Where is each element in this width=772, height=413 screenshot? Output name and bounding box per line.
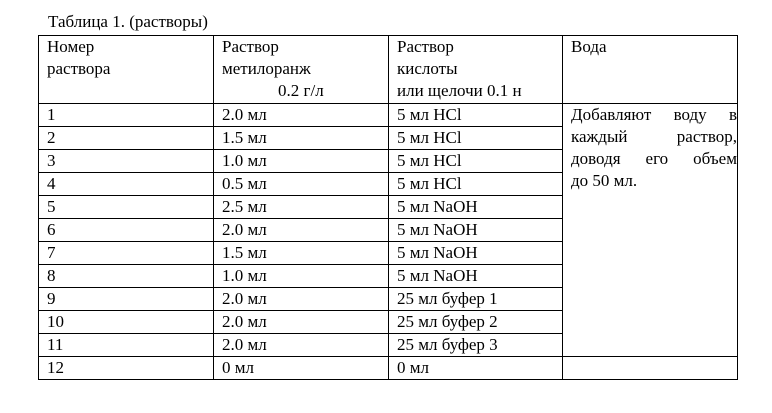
cell-reagent: 25 мл буфер 1 [388,287,563,311]
cell-number: 9 [38,287,214,311]
table-row: 9 2.0 мл 25 мл буфер 1 [38,287,738,311]
cell-number: 8 [38,264,214,288]
cell-number: 7 [38,241,214,265]
header-methyl-orange: Раствор метилоранж 0.2 г/л [213,35,389,104]
cell-methyl-orange: 1.0 мл [213,149,389,173]
cell-methyl-orange: 2.0 мл [213,310,389,334]
cell-number: 2 [38,126,214,150]
cell-methyl-orange: 0.5 мл [213,172,389,196]
cell-reagent: 5 мл HCl [388,126,563,150]
cell-number: 10 [38,310,214,334]
table-header-row: Номер раствора Раствор метилоранж 0.2 г/… [38,35,738,104]
cell-reagent: 25 мл буфер 2 [388,310,563,334]
table-row: 5 2.5 мл 5 мл NaOH [38,195,738,219]
header-number: Номер раствора [38,35,214,104]
table-row: 11 2.0 мл 25 мл буфер 3 [38,333,738,357]
cell-methyl-orange: 1.5 мл [213,126,389,150]
table-row: 8 1.0 мл 5 мл NaOH [38,264,738,288]
cell-methyl-orange: 1.5 мл [213,241,389,265]
cell-number: 12 [38,356,214,380]
cell-methyl-orange: 2.0 мл [213,333,389,357]
cell-number: 11 [38,333,214,357]
cell-reagent: 25 мл буфер 3 [388,333,563,357]
table-row: 1 2.0 мл 5 мл HCl Добавляют воду в каждый ра… [38,103,738,357]
cell-methyl-orange: 2.5 мл [213,195,389,219]
cell-methyl-orange: 2.0 мл [213,287,389,311]
cell-methyl-orange: 2.0 мл [213,103,389,127]
table-caption: Таблица 1. (растворы) [48,12,208,31]
cell-reagent: 5 мл NaOH [388,264,563,288]
table-row: 10 2.0 мл 25 мл буфер 2 [38,310,738,334]
solutions-table: Номер раствора Раствор метилоранж 0.2 г/… [38,35,738,380]
cell-number: 4 [38,172,214,196]
cell-number: 5 [38,195,214,219]
water-note-line: до 50 мл. [571,171,638,190]
water-note-line: каждый раствор, [571,127,737,146]
table-row: 2 1.5 мл 5 мл HCl [38,126,738,150]
cell-number: 3 [38,149,214,173]
table-row: 12 0 мл 0 мл [38,356,738,380]
cell-reagent: 0 мл [388,356,563,380]
cell-number: 6 [38,218,214,242]
cell-methyl-orange: 2.0 мл [213,218,389,242]
cell-methyl-orange: 0 мл [213,356,389,380]
water-note-line: Добавляют воду в [571,105,737,124]
table-row: 6 2.0 мл 5 мл NaOH [38,218,738,242]
water-note-line: доводя его объем [571,149,737,168]
cell-reagent: 5 мл NaOH [388,195,563,219]
cell-water-empty [562,356,738,380]
cell-number: 1 [38,103,214,127]
cell-reagent: 5 мл NaOH [388,241,563,265]
cell-reagent: 5 мл NaOH [388,218,563,242]
cell-reagent: 5 мл HCl [388,103,563,127]
cell-water-note: Добавляют воду в каждый раствор, доводя ег… [562,103,738,357]
cell-methyl-orange: 1.0 мл [213,264,389,288]
header-water: Вода [562,35,738,104]
cell-reagent: 5 мл HCl [388,172,563,196]
header-acid-base: Раствор кислоты или щелочи 0.1 н [388,35,563,104]
cell-reagent: 5 мл HCl [388,149,563,173]
